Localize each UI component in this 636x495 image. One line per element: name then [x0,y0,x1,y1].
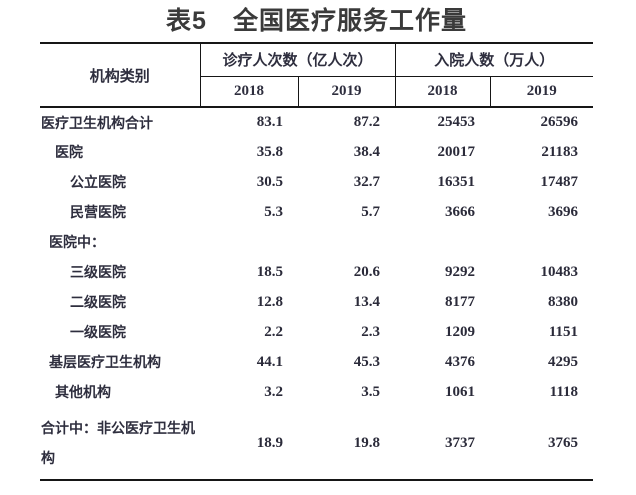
cell-value: 21183 [541,143,579,160]
cell-value: 83.1 [256,114,283,130]
cell-value: 26596 [540,114,579,130]
col-header-category: 机构类别 [40,43,201,107]
table-row: 医院 35.8 38.4 20017 21183 [40,137,593,167]
cell-value: 4295 [548,353,579,370]
cell-value: 2.3 [361,323,381,340]
cell-value: 1061 [445,383,476,400]
cell-value [298,227,395,257]
row-label: 基层医疗卫生机构 [49,354,161,370]
cell-value: 10483 [540,263,579,280]
table-row: 医院中： [40,227,593,257]
cell-value: 4376 [445,353,476,370]
cell-value: 35.8 [256,143,283,160]
table-row: 基层医疗卫生机构 44.1 45.3 4376 4295 [40,347,593,377]
table-row: 一级医院 2.2 2.3 1209 1151 [40,317,593,347]
cell-value: 18.9 [256,434,283,451]
row-label: 医院 [55,144,83,160]
row-label: 合计中：非公医疗卫生机构 [41,420,195,466]
row-label: 医院中： [49,234,105,250]
cell-value: 8380 [548,293,579,310]
table-header: 机构类别 诊疗人次数（亿人次） 入院人数（万人） 2018 2019 2018 … [40,43,594,107]
cell-value: 3696 [548,203,579,220]
table-row: 合计中：非公医疗卫生机构 18.9 19.8 3737 3765 [40,407,593,480]
cell-value: 2.2 [264,323,283,340]
cell-value: 13.4 [353,293,381,310]
col-group-admissions: 入院人数（万人） [395,43,594,77]
col-header-visits-2018: 2018 [200,76,299,107]
cell-value: 9292 [445,263,476,280]
table-row: 其他机构 3.2 3.5 1061 1118 [40,377,593,407]
cell-value: 1151 [548,323,579,340]
cell-value: 30.5 [256,173,283,190]
header-row-groups: 机构类别 诊疗人次数（亿人次） 入院人数（万人） [40,43,594,107]
cell-value: 87.2 [353,114,381,130]
cell-value: 3765 [548,434,579,451]
table-title: 表5 全国医疗服务工作量 [166,7,467,35]
col-header-admissions-2019: 2019 [526,82,557,99]
table-body: 医疗卫生机构合计 83.1 87.2 25453 26596 医院 35.8 3… [40,107,593,480]
cell-value [200,227,298,257]
cell-value: 3737 [445,434,476,451]
cell-value: 1209 [445,323,476,340]
row-label: 民营医院 [70,204,126,220]
table-row: 公立医院 30.5 32.7 16351 17487 [40,167,593,197]
cell-value: 20017 [437,143,476,160]
cell-value: 1118 [549,383,579,400]
cell-value: 20.6 [353,263,381,280]
cell-value: 16351 [437,173,476,190]
cell-value: 17487 [540,173,579,190]
cell-value: 5.7 [361,203,381,220]
row-label: 三级医院 [70,264,126,280]
row-label: 医疗卫生机构合计 [41,114,153,131]
medical-service-workload-table: 机构类别 诊疗人次数（亿人次） 入院人数（万人） 2018 2019 2018 … [40,42,594,481]
cell-value: 44.1 [256,353,283,370]
cell-value: 12.8 [256,293,283,310]
row-label: 其他机构 [55,384,111,400]
table-row: 三级医院 18.5 20.6 9292 10483 [40,257,593,287]
col-header-admissions-2018: 2018 [395,76,491,107]
cell-value: 18.5 [256,263,283,280]
cell-value [395,227,490,257]
cell-value: 19.8 [353,434,381,451]
cell-value: 5.3 [264,203,283,220]
table-row: 医疗卫生机构合计 83.1 87.2 25453 26596 [40,107,593,137]
cell-value [490,227,593,257]
cell-value: 8177 [445,293,476,310]
col-header-visits-2019: 2019 [298,76,396,107]
row-label: 一级医院 [70,324,126,340]
table-row: 二级医院 12.8 13.4 8177 8380 [40,287,593,317]
row-label: 二级医院 [70,294,126,310]
cell-value: 38.4 [353,143,381,160]
cell-value: 32.7 [353,173,381,190]
table-row: 民营医院 5.3 5.7 3666 3696 [40,197,593,227]
cell-value: 45.3 [353,353,381,370]
row-label: 公立医院 [70,174,126,190]
col-group-visits: 诊疗人次数（亿人次） [200,43,396,77]
cell-value: 3.2 [264,383,283,400]
cell-value: 25453 [437,114,476,130]
cell-value: 3.5 [361,383,381,400]
cell-value: 3666 [445,203,476,220]
header-row-years: 2018 2019 2018 2019 [40,76,593,107]
